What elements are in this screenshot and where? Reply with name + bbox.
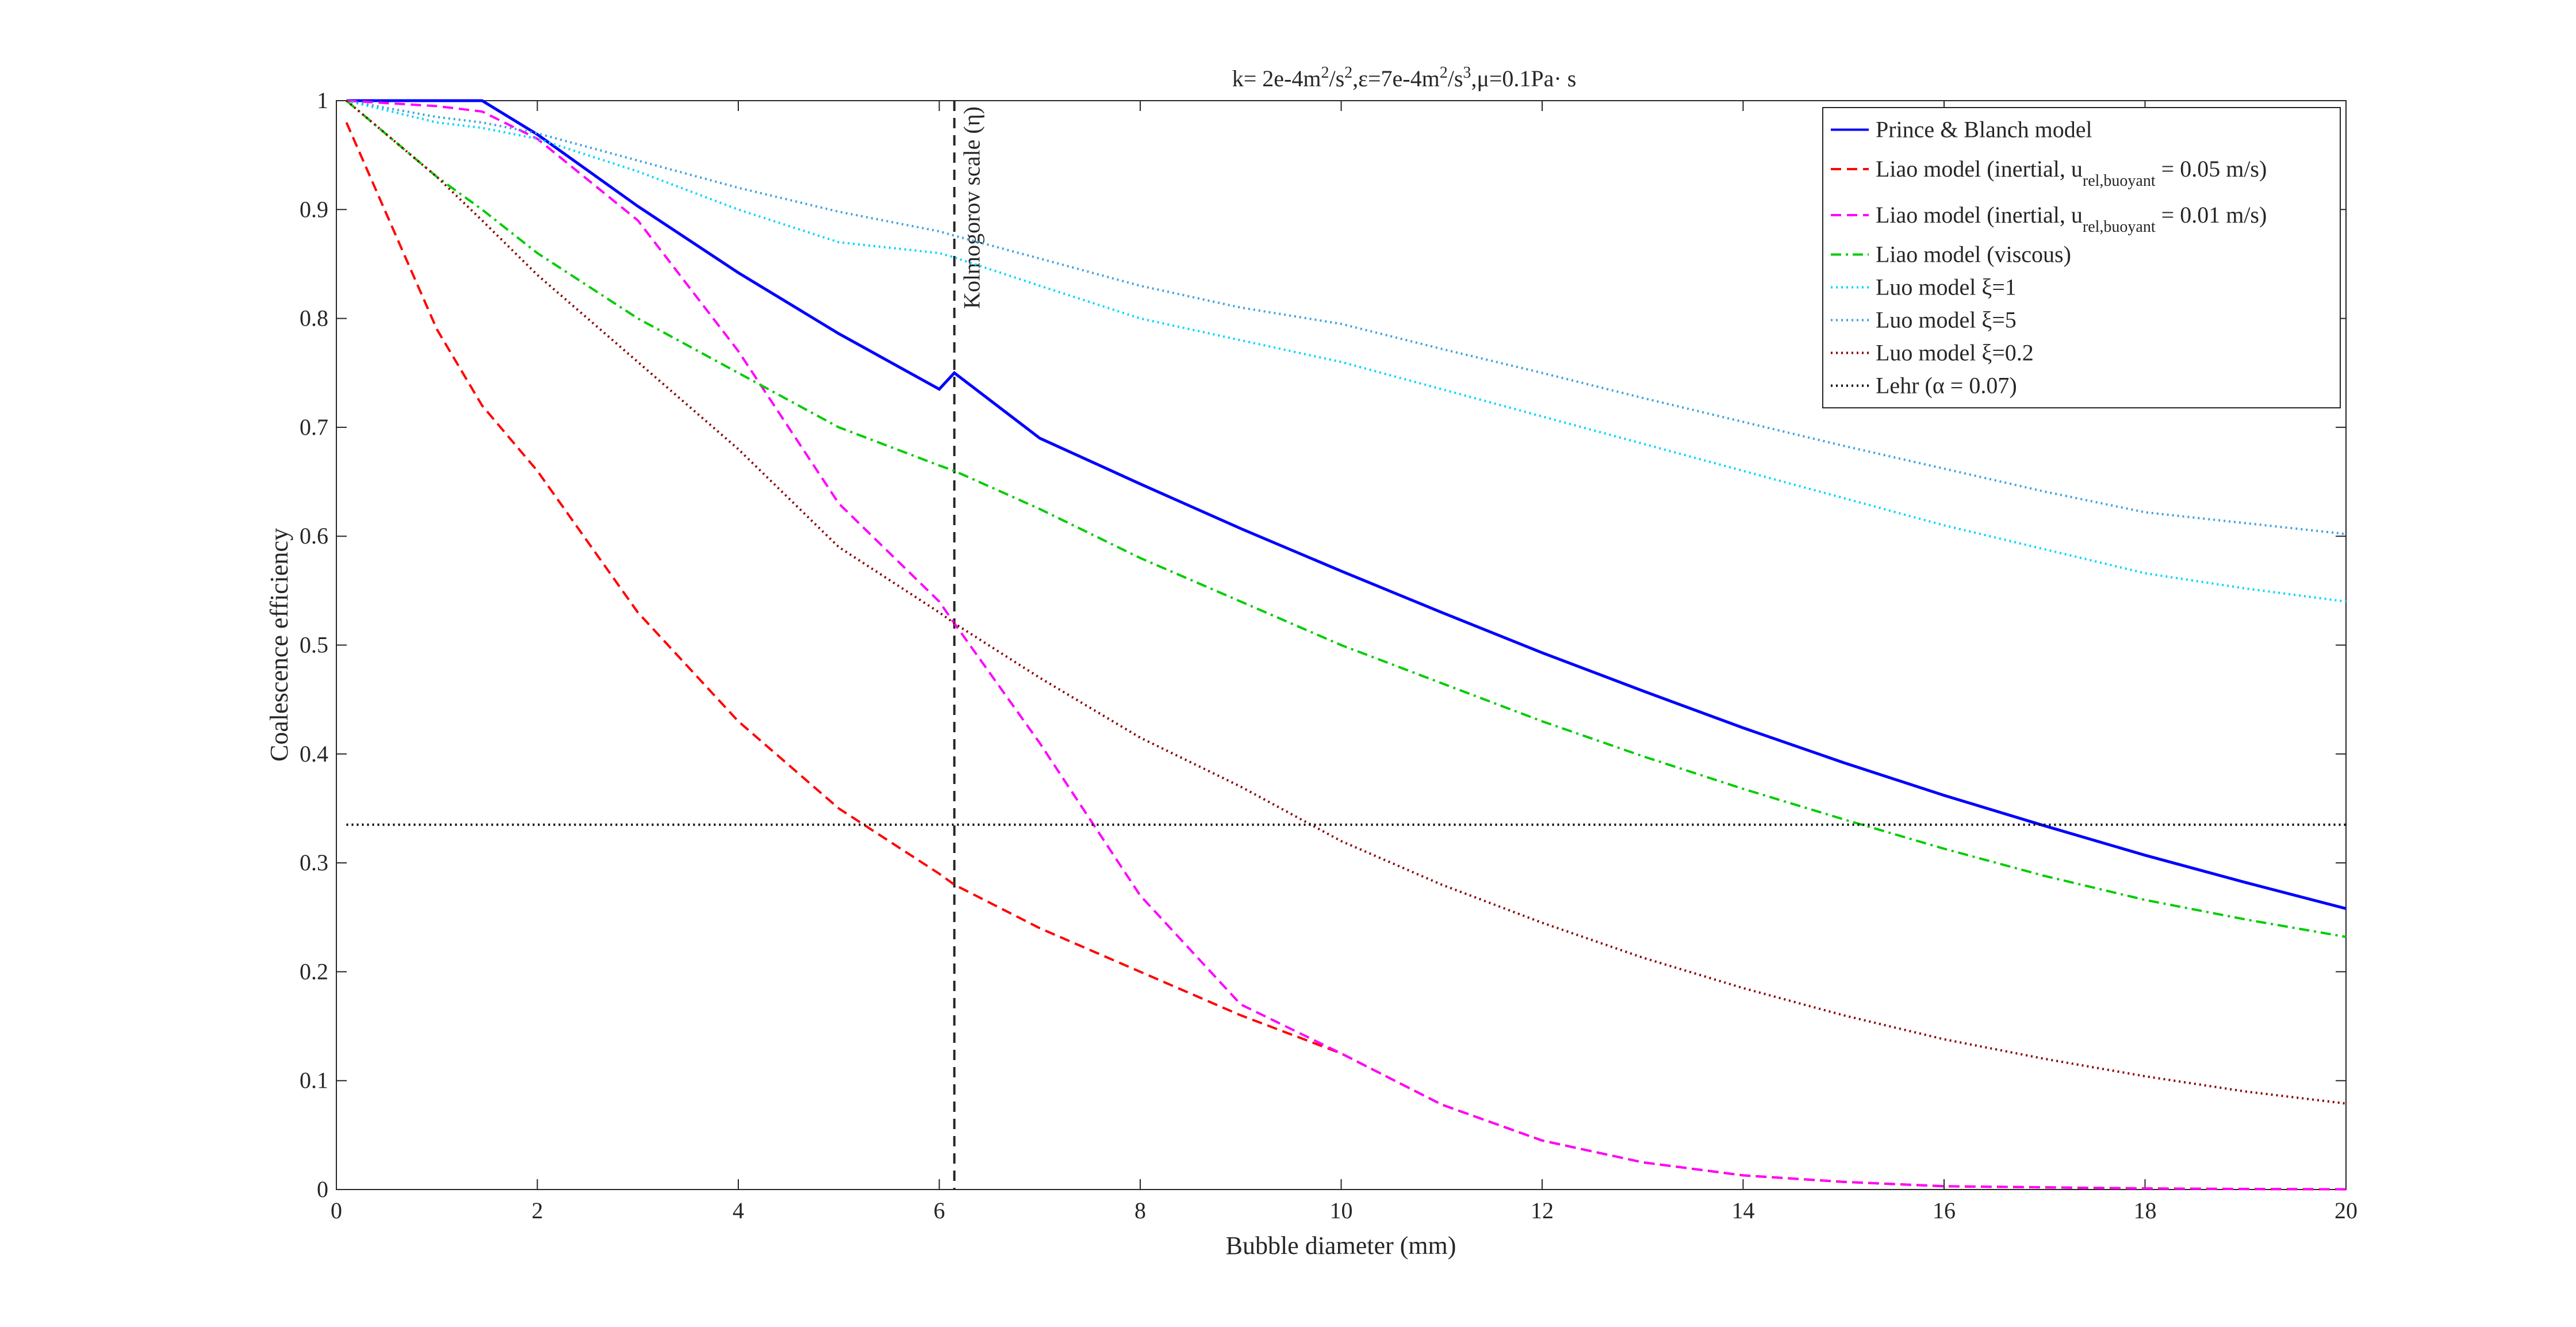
series-line: [346, 100, 2347, 603]
legend-label: Liao model (viscous): [1876, 242, 2071, 267]
series-layer: [345, 99, 2347, 1191]
y-tick-label: 0.7: [300, 414, 328, 440]
x-tick-label: 0: [331, 1198, 342, 1223]
ticks: 0 2 4 6 8 10 12 14 16 18 20 0 0.1 0.2 0.3 0.4 0.5 0.6 0.7 0…: [300, 87, 2358, 1223]
x-tick-label: 12: [1531, 1198, 1554, 1223]
x-tick-label: 2: [532, 1198, 543, 1223]
x-tick-label: 4: [733, 1198, 744, 1223]
y-tick-label: 0.3: [300, 850, 328, 875]
x-tick-label: 6: [934, 1198, 945, 1223]
y-tick-label: 0.2: [300, 958, 328, 984]
x-tick-label: 8: [1134, 1198, 1146, 1223]
y-tick-label: 1: [317, 87, 328, 113]
y-tick-label: 0.4: [300, 741, 328, 767]
x-axis-label: Bubble diameter (mm): [1226, 1232, 1456, 1260]
x-tick-label: 18: [2134, 1198, 2157, 1223]
legend-label: Lehr (α = 0.07): [1876, 373, 2017, 399]
legend-label: Luo model ξ=5: [1876, 307, 2017, 333]
legend-label: Liao model (inertial, urel,buoyant = 0.0…: [1876, 156, 2267, 190]
legend-box: [1822, 107, 2341, 408]
legend-label: Luo model ξ=1: [1876, 274, 2017, 300]
series-line: [346, 100, 2347, 1191]
x-tick-label: 16: [1933, 1198, 1956, 1223]
legend-label: Luo model ξ=0.2: [1876, 340, 2034, 366]
series-line: [346, 99, 2347, 911]
x-tick-label: 14: [1732, 1198, 1755, 1223]
x-tick-label: 10: [1330, 1198, 1353, 1223]
y-tick-label: 0.5: [300, 632, 328, 658]
y-tick-label: 0.9: [300, 196, 328, 222]
series-line: [345, 122, 2347, 1191]
y-tick-label: 0.8: [300, 305, 328, 331]
y-axis-label: Coalescence efficiency: [265, 528, 293, 762]
y-tick-label: 0.6: [300, 523, 328, 549]
kolmogorov-label: Kolmogorov scale (η): [959, 106, 985, 309]
x-tick-label: 20: [2334, 1198, 2358, 1223]
series-line: [346, 100, 2347, 1105]
legend-label: Liao model (inertial, urel,buoyant = 0.0…: [1876, 202, 2267, 236]
y-tick-label: 0.1: [300, 1068, 328, 1093]
y-tick-label: 0: [317, 1176, 328, 1202]
chart-title: k= 2e-4m2/s2,ε=7e-4m2/s3,μ=0.1Pa· s: [1232, 64, 1577, 92]
series-line: [346, 100, 2347, 938]
legend-label: Prince & Blanch model: [1876, 117, 2092, 143]
kolmogorov-scale-marker: Kolmogorov scale (η): [953, 101, 985, 1190]
legend: Prince & Blanch model Liao model (inertia…: [1822, 107, 2341, 408]
